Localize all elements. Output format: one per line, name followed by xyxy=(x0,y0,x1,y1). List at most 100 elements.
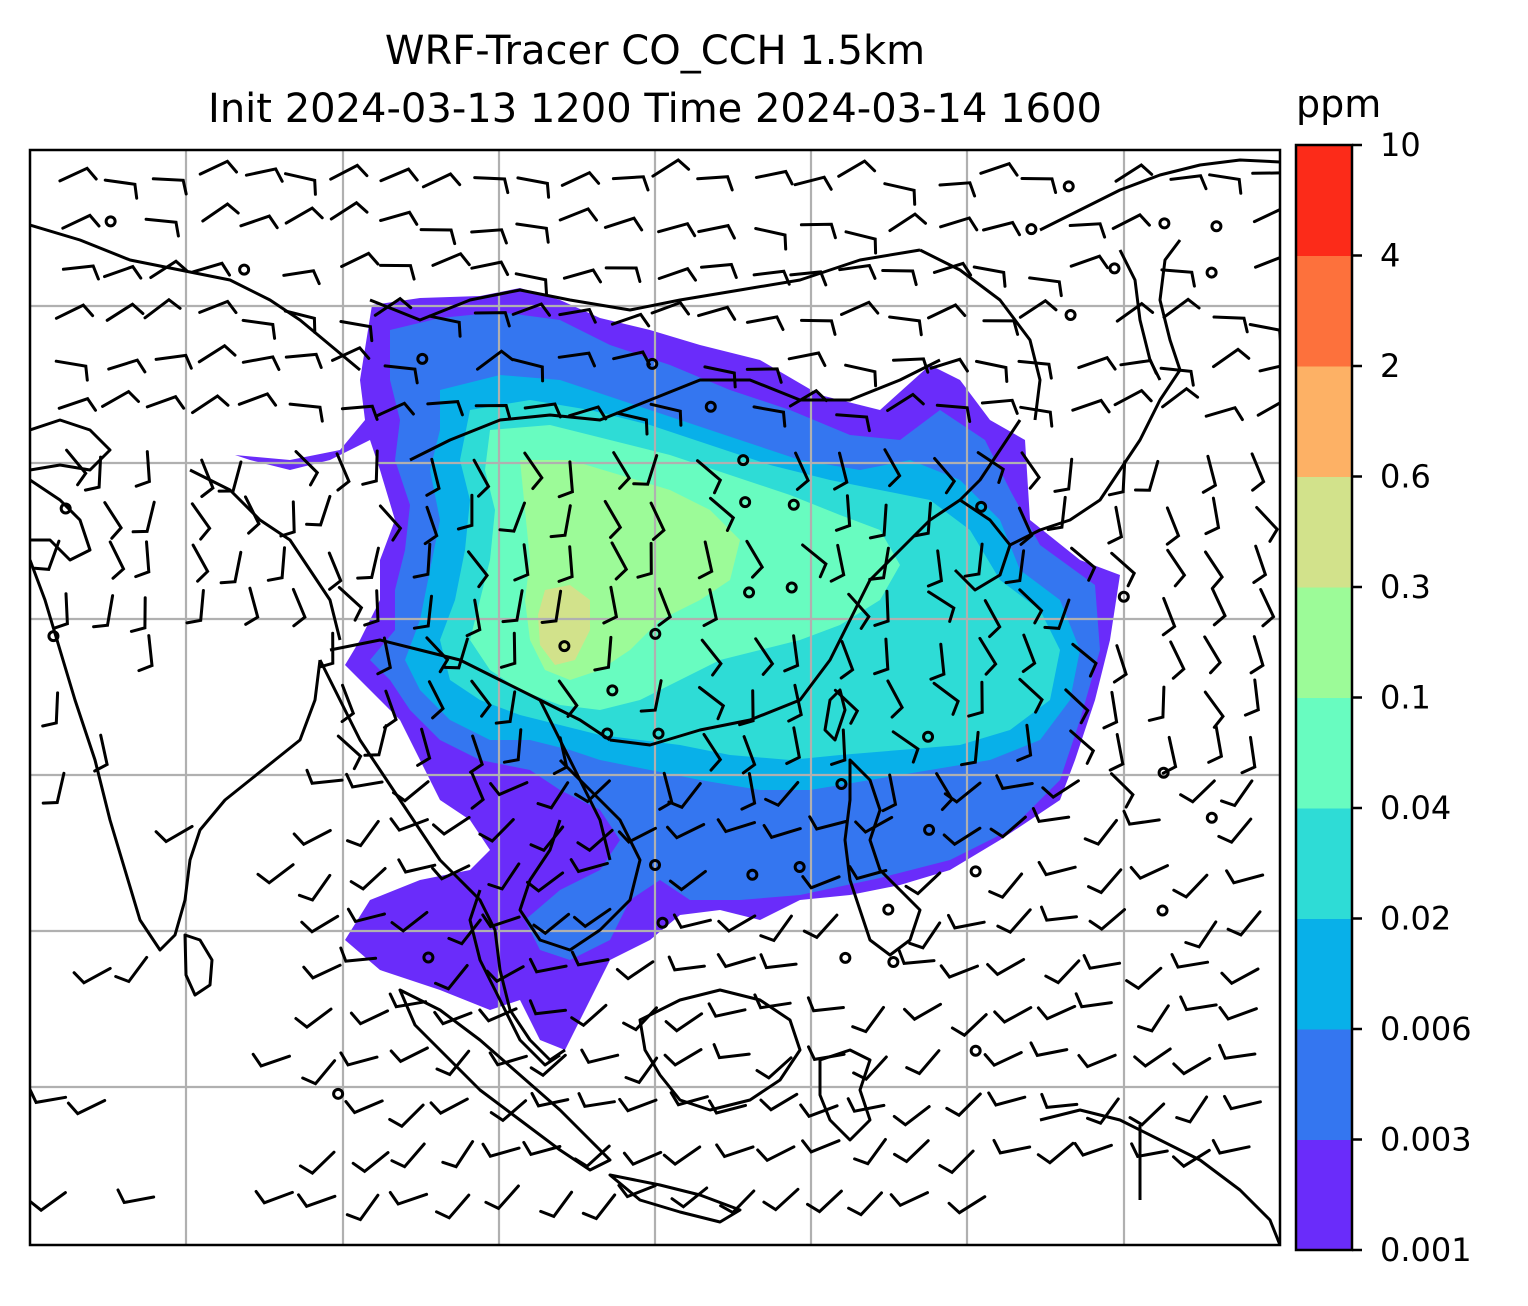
wind-barb xyxy=(200,458,215,498)
wind-barb xyxy=(1069,254,1109,270)
wind-barb xyxy=(753,993,792,1010)
wind-barb xyxy=(938,181,977,198)
wind-barb xyxy=(1040,905,1078,922)
colorbar-segment xyxy=(1296,697,1352,809)
wind-barb xyxy=(107,358,147,374)
wind-barb xyxy=(558,307,597,324)
wind-barb xyxy=(511,358,545,383)
wind-barb xyxy=(1207,725,1224,764)
calm-wind-circle xyxy=(922,730,935,743)
wind-barb xyxy=(557,679,579,718)
wind-barb xyxy=(929,357,969,373)
wind-barb xyxy=(1160,268,1196,288)
wind-barb xyxy=(301,1059,337,1086)
coastline-korea xyxy=(953,498,1012,592)
wind-barb xyxy=(700,638,723,677)
wind-barb xyxy=(351,1151,390,1174)
wind-barb xyxy=(1077,1053,1117,1069)
calm-wind-circle xyxy=(1108,262,1121,275)
calm-wind-circle xyxy=(59,502,72,515)
wind-barb xyxy=(254,1190,294,1205)
wind-barb xyxy=(1134,459,1160,492)
map-frame xyxy=(28,148,1282,1247)
wind-barb xyxy=(1082,954,1122,970)
wind-barb xyxy=(376,636,392,676)
wind-barb xyxy=(1083,818,1118,846)
wind-barb xyxy=(1159,366,1195,387)
wind-barb xyxy=(622,1150,663,1167)
wind-barb xyxy=(1179,995,1218,1012)
wind-barb xyxy=(996,908,1032,935)
wind-barb xyxy=(976,451,1005,484)
wind-barb xyxy=(288,402,324,423)
wind-barb xyxy=(433,1010,473,1026)
calm-wind-circle xyxy=(649,627,662,640)
wind-barb xyxy=(1252,207,1280,224)
wind-barb xyxy=(883,448,902,488)
wind-barb xyxy=(886,679,904,719)
wind-barb xyxy=(197,343,237,364)
wind-barb xyxy=(715,1143,755,1159)
wind-barb xyxy=(932,681,960,716)
wind-barb xyxy=(967,680,984,718)
calm-wind-circle xyxy=(1205,266,1218,279)
wind-barb xyxy=(1250,452,1266,492)
wind-barb xyxy=(1220,779,1254,808)
calm-wind-circle xyxy=(835,777,848,790)
wind-barb xyxy=(530,1092,570,1108)
colorbar-segment xyxy=(1296,918,1352,1030)
wind-barb xyxy=(201,202,240,223)
wind-barb xyxy=(1017,506,1034,546)
wind-barb xyxy=(66,1099,107,1116)
wind-barb xyxy=(1040,1092,1079,1110)
wind-barb xyxy=(1130,1142,1169,1159)
wind-barb xyxy=(1248,323,1280,346)
wind-barb xyxy=(375,401,415,418)
wind-barb xyxy=(787,683,803,723)
wind-barb xyxy=(982,319,1020,336)
wind-barb xyxy=(632,454,659,486)
wind-barb xyxy=(513,543,530,582)
wind-barb xyxy=(1112,644,1128,684)
wind-barb xyxy=(892,357,930,374)
wind-barb xyxy=(927,590,956,623)
wind-barb xyxy=(799,1103,839,1119)
colorbar-tick-label: 2 xyxy=(1380,347,1400,385)
wind-barb xyxy=(1070,546,1097,582)
wind-barb xyxy=(1203,690,1225,729)
wind-barb xyxy=(1016,723,1033,762)
wind-barb xyxy=(1110,551,1137,588)
wind-barb xyxy=(698,686,726,721)
wind-barb xyxy=(237,392,278,407)
coastline-arabia-persia xyxy=(30,418,112,472)
calm-wind-circle xyxy=(649,859,662,872)
calm-wind-circle xyxy=(558,640,571,653)
wind-barb xyxy=(241,355,281,371)
coastline-java xyxy=(608,1173,742,1224)
wind-barb xyxy=(83,455,103,492)
calm-wind-circle xyxy=(975,500,988,513)
wind-barb xyxy=(1225,869,1265,885)
wind-barb xyxy=(397,858,437,874)
wind-barb xyxy=(105,302,145,322)
wind-barb xyxy=(1017,359,1053,380)
wind-barb xyxy=(1255,506,1280,543)
wind-barb xyxy=(696,459,723,495)
wind-barb xyxy=(717,914,757,933)
wind-barb xyxy=(412,542,432,579)
wind-barb xyxy=(1161,596,1177,637)
wind-barb xyxy=(1086,1097,1120,1126)
wind-barb xyxy=(1166,548,1187,588)
wind-barb xyxy=(549,504,572,539)
wind-barb xyxy=(1169,174,1208,191)
wind-barb xyxy=(612,350,651,366)
wind-barb xyxy=(759,914,793,943)
calm-wind-circle xyxy=(887,955,900,968)
wind-barb xyxy=(284,206,324,225)
wind-barb xyxy=(137,634,154,673)
wind-barb xyxy=(116,1188,156,1205)
wind-barb xyxy=(666,823,706,840)
wind-barb xyxy=(1243,678,1260,717)
coastline-japan xyxy=(1009,239,1182,547)
wind-barb xyxy=(470,260,510,276)
